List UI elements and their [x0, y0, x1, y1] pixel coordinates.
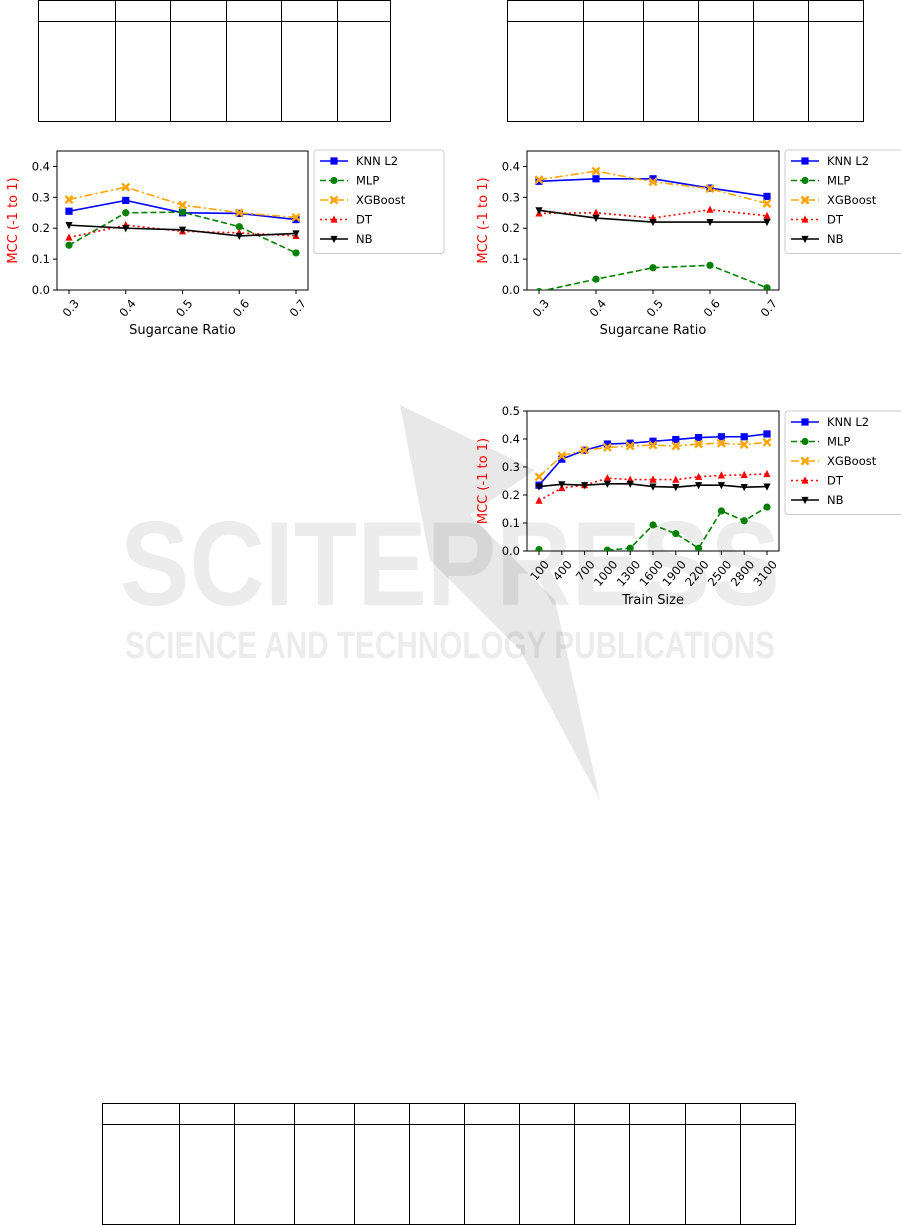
empty-table-top-left [38, 0, 391, 122]
watermark-tagline: SCIENCE AND TECHNOLOGY PUBLICATIONS [125, 625, 775, 667]
watermark-swoosh [400, 405, 600, 800]
empty-table-top-right [507, 0, 864, 122]
watermark-logo: SCITEPRESS [120, 497, 780, 631]
empty-table-bottom [102, 1103, 796, 1225]
